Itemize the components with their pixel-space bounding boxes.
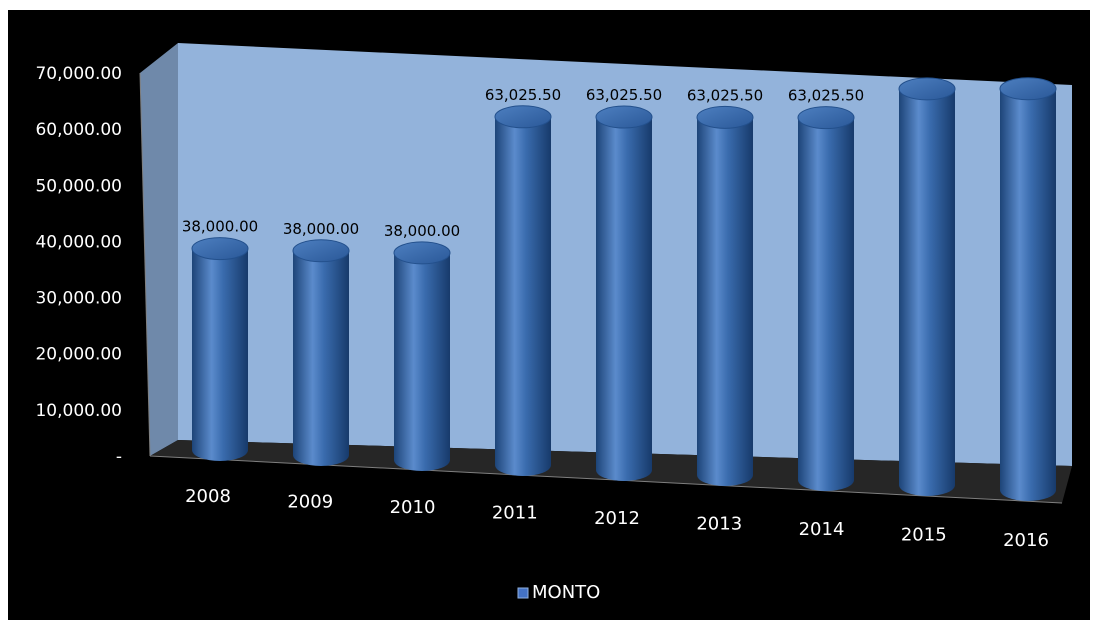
- bar-body: [394, 252, 450, 471]
- bar-top: [898, 77, 956, 101]
- bar-body: [899, 88, 955, 497]
- bar: 63,025.50: [586, 86, 662, 482]
- x-tick-label: 2009: [287, 492, 333, 513]
- x-tick-label: 2010: [390, 497, 436, 518]
- y-tick-label: 60,000.00: [35, 120, 122, 140]
- x-tick-label: 2012: [594, 508, 640, 529]
- x-tick-label: 2015: [901, 525, 947, 546]
- data-label: 63,025.50: [586, 86, 662, 104]
- x-tick-label: 2014: [799, 519, 845, 540]
- y-tick-label: 40,000.00: [35, 232, 122, 252]
- data-label: 68,000.00: [990, 58, 1066, 76]
- bars: 38,000.00 38,000.00 38,000.00 63,025.50 63,0…: [182, 58, 1066, 502]
- data-label: 63,025.50: [788, 87, 864, 105]
- bar: 38,000.00: [283, 220, 359, 466]
- y-tick-label: -: [116, 447, 122, 467]
- y-axis-ticks: - 10,000.00 20,000.00 30,000.00 40,000.00 50,…: [35, 64, 122, 467]
- bar: 63,025.50: [687, 86, 763, 486]
- side-wall: [140, 43, 178, 456]
- chart-area: - 10,000.00 20,000.00 30,000.00 40,000.00 50,…: [8, 10, 1090, 620]
- y-tick-label: 30,000.00: [35, 289, 122, 309]
- bar: 38,000.00: [182, 218, 258, 461]
- bar-body: [1000, 88, 1056, 502]
- legend-swatch: [517, 587, 529, 599]
- bar-body: [697, 117, 753, 486]
- bar-top: [191, 237, 249, 261]
- x-tick-label: 2011: [492, 503, 538, 524]
- y-tick-label: 50,000.00: [35, 176, 122, 196]
- bar-top: [595, 105, 653, 129]
- data-label: 38,000.00: [283, 220, 359, 238]
- legend: MONTO: [517, 582, 600, 603]
- x-axis-labels: 2008 2009 2010 2011 2012 2013 2014 2015 2016: [185, 486, 1049, 551]
- data-label: 63,025.50: [485, 86, 561, 104]
- y-tick-label: 70,000.00: [35, 64, 122, 84]
- bar: 63,025.50: [485, 86, 561, 476]
- bar: 63,025.50: [788, 87, 864, 491]
- y-tick-label: 20,000.00: [35, 345, 122, 365]
- bar-body: [596, 117, 652, 482]
- y-tick-label: 10,000.00: [35, 401, 122, 421]
- bar-body: [293, 250, 349, 466]
- bar-body: [192, 248, 248, 461]
- bar-top: [292, 239, 350, 263]
- bar-body: [495, 116, 551, 476]
- bar: 38,000.00: [384, 222, 460, 471]
- y-axis-line: [139, 72, 151, 457]
- data-label: 38,000.00: [182, 218, 258, 236]
- bar: 68,000.00: [990, 58, 1066, 502]
- data-label: 38,000.00: [384, 222, 460, 240]
- data-label: 68,000.00: [889, 58, 965, 76]
- cylinder-bar-chart: - 10,000.00 20,000.00 30,000.00 40,000.00 50,…: [35, 43, 1072, 603]
- bar-top: [494, 105, 552, 129]
- legend-label: MONTO: [532, 582, 600, 603]
- bar-body: [798, 117, 854, 491]
- bar-top: [393, 241, 451, 265]
- bar-top: [696, 105, 754, 129]
- x-tick-label: 2008: [185, 486, 231, 507]
- x-tick-label: 2013: [696, 514, 742, 535]
- bar-top: [797, 106, 855, 130]
- data-label: 63,025.50: [687, 86, 763, 104]
- bar: 68,000.00: [889, 58, 965, 497]
- x-axis-line: [149, 455, 1063, 504]
- x-tick-label: 2016: [1003, 530, 1049, 551]
- bar-top: [999, 77, 1057, 101]
